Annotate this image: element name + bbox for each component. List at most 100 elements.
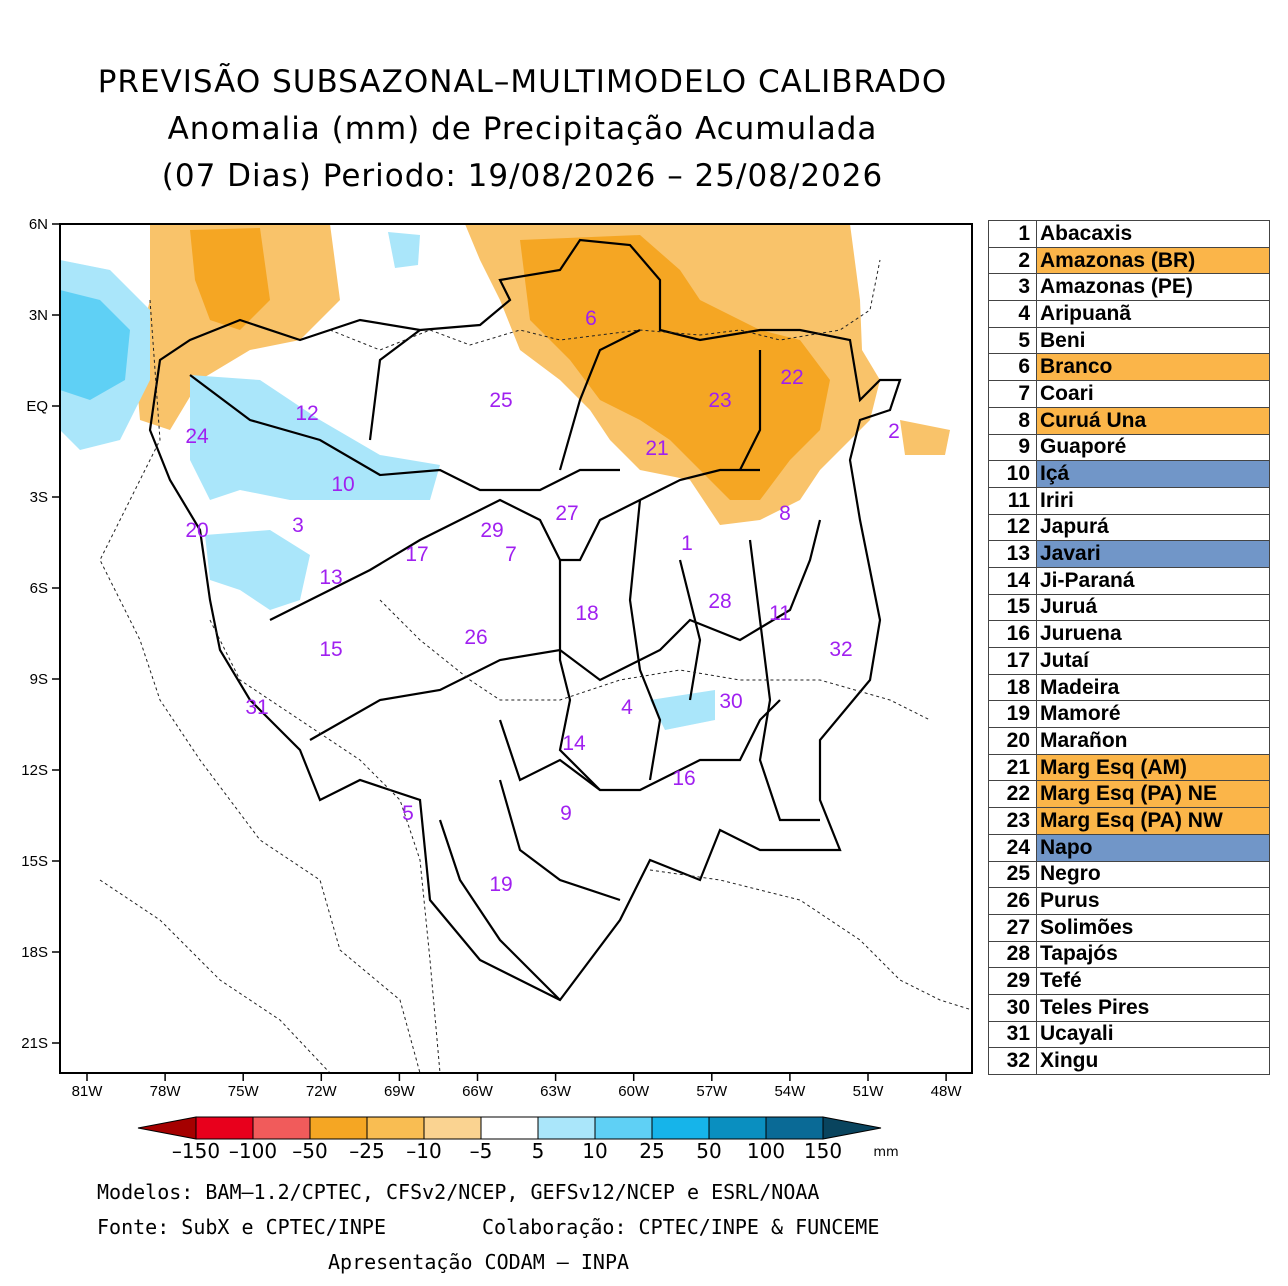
- legend-row: 4 Aripuanã: [988, 300, 1270, 328]
- lon-label: 78W: [150, 1083, 182, 1100]
- legend-number: 17: [988, 647, 1037, 675]
- legend-row: 17 Jutaí: [988, 647, 1270, 675]
- legend-row: 22 Marg Esq (PA) NE: [988, 780, 1270, 809]
- legend-row: 6 Branco: [988, 353, 1270, 382]
- border-line-3: [379, 599, 931, 721]
- border-line-2: [329, 259, 881, 351]
- basin-number-2: 2: [888, 420, 900, 443]
- basin-number-10: 10: [331, 473, 354, 496]
- basin-lines-xingu: [678, 539, 820, 822]
- legend-row: 7 Coari: [988, 380, 1270, 408]
- wet-anomaly-teles-pires: [650, 690, 715, 730]
- legend-row: 12 Japurá: [988, 513, 1270, 542]
- legend-row: 8 Curuá Una: [988, 406, 1270, 435]
- country-borders: [99, 259, 972, 1073]
- basin-number-11: 11: [769, 602, 791, 625]
- legend-row: 5 Beni: [988, 326, 1270, 355]
- legend-number: 24: [988, 833, 1037, 862]
- basin-number-labels: 1234567891011121314151617181920212223242…: [185, 307, 900, 896]
- legend-number: 5: [988, 326, 1037, 355]
- legend-number: 6: [988, 353, 1037, 382]
- legend-number: 28: [988, 940, 1037, 969]
- anomaly-shading: [60, 224, 950, 730]
- colorbar-label: 100: [747, 1139, 785, 1163]
- basin-boundaries: [148, 238, 902, 1002]
- legend-basin-name: Tefé: [1036, 967, 1270, 995]
- legend-row: 31 Ucayali: [988, 1020, 1270, 1049]
- basin-number-17: 17: [405, 543, 428, 566]
- legend-basin-name: Ji-Paraná: [1036, 566, 1270, 595]
- colorbar-segment: [252, 1116, 311, 1140]
- colorbar-segment: [423, 1116, 482, 1140]
- legend-basin-name: Mamoré: [1036, 700, 1270, 729]
- lon-label: 75W: [228, 1083, 260, 1100]
- legend-basin-name: Juruá: [1036, 593, 1270, 622]
- colorbar-right-arrow: [822, 1116, 882, 1140]
- colorbar-segment: [195, 1116, 254, 1140]
- basin-number-22: 22: [780, 366, 803, 389]
- legend-row: 14 Ji-Paraná: [988, 566, 1270, 595]
- basin-lines-southeast: [498, 699, 781, 792]
- basin-lines-mamore: [438, 779, 621, 1001]
- legend-basin-name: Japurá: [1036, 513, 1270, 542]
- legend-row: 26 Purus: [988, 887, 1270, 915]
- basin-number-32: 32: [829, 638, 852, 661]
- legend-number: 7: [988, 380, 1037, 408]
- colorbar-unit: mm: [873, 1145, 898, 1160]
- legend-number: 15: [988, 593, 1037, 622]
- basin-number-30: 30: [719, 690, 742, 713]
- legend-basin-name: Ucayali: [1036, 1020, 1270, 1049]
- lon-label: 51W: [853, 1083, 885, 1100]
- map-frame: [59, 223, 973, 1074]
- legend-basin-name: Solimões: [1036, 913, 1270, 942]
- lat-label: 21S: [21, 1035, 48, 1052]
- legend-number: 14: [988, 566, 1037, 595]
- basin-number-3: 3: [292, 514, 304, 537]
- basin-number-26: 26: [464, 626, 487, 649]
- legend-number: 29: [988, 967, 1037, 995]
- colorbar-label: –5: [470, 1139, 493, 1163]
- legend-number: 8: [988, 406, 1037, 435]
- colorbar-label: –25: [349, 1139, 384, 1163]
- colorbar-label: 10: [582, 1139, 607, 1163]
- colorbar-segment: [765, 1116, 824, 1140]
- legend-number: 11: [988, 486, 1037, 515]
- colorbar-segment: [651, 1116, 710, 1140]
- legend-number: 3: [988, 273, 1037, 302]
- legend-number: 19: [988, 700, 1037, 729]
- lon-label: 81W: [72, 1083, 104, 1100]
- legend-row: 3 Amazonas (PE): [988, 273, 1270, 302]
- footer-source: Fonte: SubX e CPTEC/INPE: [97, 1215, 386, 1239]
- lat-label: 6S: [30, 580, 48, 597]
- colorbar-segment: [309, 1116, 368, 1140]
- colorbar-segment: [594, 1116, 653, 1140]
- legend-row: 18 Madeira: [988, 673, 1270, 702]
- basin-number-13: 13: [319, 566, 342, 589]
- legend-number: 10: [988, 460, 1037, 488]
- legend-row: 23 Marg Esq (PA) NW: [988, 807, 1270, 835]
- colorbar-label: –150: [172, 1139, 220, 1163]
- colorbar-label: –10: [406, 1139, 441, 1163]
- title-line-1: PREVISÃO SUBSAZONAL–MULTIMODELO CALIBRAD…: [97, 64, 948, 100]
- amazon-basin-outline: [148, 238, 902, 1002]
- legend-row: 29 Tefé: [988, 967, 1270, 995]
- colorbar: –150 –100 –50 –25 –10 –5 5 10 25 50 100 150 mm: [137, 1116, 899, 1163]
- basin-number-6: 6: [585, 307, 597, 330]
- legend-basin-name: Iriri: [1036, 486, 1270, 515]
- lat-label: 6N: [29, 216, 48, 233]
- colorbar-label: –100: [229, 1139, 277, 1163]
- colorbar-label: 150: [804, 1139, 842, 1163]
- legend-basin-name: Purus: [1036, 887, 1270, 915]
- legend-number: 21: [988, 753, 1037, 782]
- lat-label: 9S: [30, 671, 48, 688]
- legend-number: 25: [988, 860, 1037, 889]
- basin-lines-madeira: [558, 499, 662, 791]
- longitude-labels: 81W 78W 75W 72W 69W 66W 63W 60W 57W 54W 51W 48W: [72, 1073, 962, 1100]
- legend-basin-name: Javari: [1036, 540, 1270, 568]
- legend-basin-name: Beni: [1036, 326, 1270, 355]
- legend-basin-name: Marg Esq (AM): [1036, 753, 1270, 782]
- basin-number-23: 23: [708, 389, 731, 412]
- basin-number-14: 14: [562, 732, 586, 755]
- legend-number: 18: [988, 673, 1037, 702]
